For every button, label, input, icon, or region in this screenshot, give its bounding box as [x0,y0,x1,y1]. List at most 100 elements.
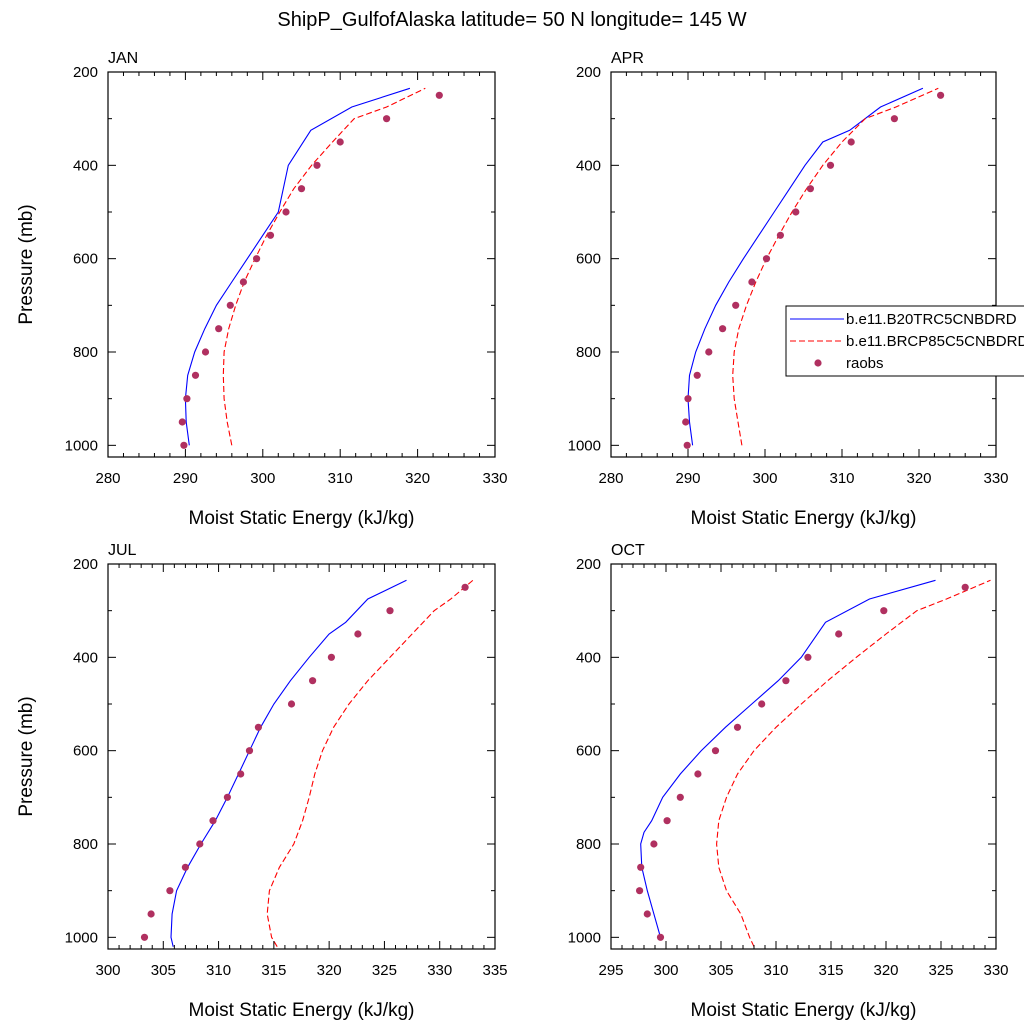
raobs-point [758,700,766,708]
raobs-point [266,231,275,239]
raobs-point [181,863,189,871]
y-tick-label: 800 [576,836,601,853]
x-axis-title: Moist Static Energy (kJ/kg) [691,1000,917,1021]
plot-area [682,87,945,449]
plot-frame [107,71,496,458]
x-tick-label: 300 [752,470,777,487]
raobs-point [656,933,665,941]
y-tick-label: 1000 [568,437,601,454]
y-tick-label: 400 [73,649,98,666]
raobs-point [147,910,155,918]
raobs-point [287,700,296,708]
x-tick-label: 295 [598,962,623,979]
x-tick-label: 325 [928,962,953,979]
series-line-b-e11-brcp85c5cnbdrd [266,579,474,947]
raobs-point [835,630,843,638]
x-tick-label: 310 [328,470,353,487]
plot-area [636,579,991,947]
raobs-point [693,371,701,379]
panel-title: JUL [108,542,137,559]
raobs-point [313,161,321,169]
y-tick-label: 800 [576,344,601,361]
raobs-point [937,91,945,99]
panel-title: JAN [108,50,138,67]
raobs-point [650,840,658,848]
raobs-point [282,208,290,216]
raobs-point [636,887,644,895]
raobs-point [201,348,210,356]
y-tick-label: 600 [73,743,98,760]
x-tick-label: 310 [206,962,231,979]
x-tick-label: 315 [818,962,843,979]
legend-label: b.e11.BRCP85C5CNBDRD [846,333,1024,350]
raobs-point [719,325,727,333]
legend: b.e11.B20TRC5CNBDRD b.e11.BRCP85C5CNBDRD r… [785,305,1024,377]
raobs-point [663,817,671,825]
raobs-point [254,723,262,731]
plot-area [140,579,474,947]
raobs-point [804,653,812,661]
raobs-point [711,747,720,755]
y-tick-label: 1000 [65,437,98,454]
y-tick-label: 200 [576,64,601,81]
raobs-point [676,793,684,801]
x-tick-label: 325 [372,962,397,979]
x-tick-label: 280 [598,470,623,487]
y-tick-label: 600 [576,251,601,268]
x-tick-label: 320 [906,470,931,487]
y-tick-label: 600 [73,251,98,268]
y-tick-label: 200 [73,64,98,81]
raobs-point [180,441,188,449]
series-line-b-e11-brcp85c5cnbdrd [732,87,939,446]
x-tick-label: 300 [653,962,678,979]
series-line-b-e11-brcp85c5cnbdrd [716,579,991,947]
x-tick-label: 310 [829,470,854,487]
series-line-b-e11-b20trc5cnbdrd [687,87,924,446]
series-line-b-e11-brcp85c5cnbdrd [222,87,426,446]
panel-apr: 200 400 600 800 1000 280 290 300 310 320 330 APR Moi… [568,50,1009,529]
raobs-point [354,630,362,638]
y-tick-label: 800 [73,836,98,853]
x-tick-label: 330 [482,470,507,487]
raobs-point [166,887,174,895]
panel-title: OCT [611,542,645,559]
x-tick-label: 310 [763,962,788,979]
legend-marker-raobs [814,359,822,367]
y-tick-label: 200 [576,556,601,573]
raobs-point [461,583,469,591]
raobs-point [961,583,969,591]
raobs-point [792,208,800,216]
x-tick-label: 305 [708,962,733,979]
x-tick-label: 290 [173,470,198,487]
legend-label: b.e11.B20TRC5CNBDRD [846,311,1017,328]
x-axis-title: Moist Static Energy (kJ/kg) [189,1000,415,1021]
raobs-point [140,933,149,941]
raobs-point [215,325,223,333]
raobs-point [383,115,391,123]
panels: 200 400 600 800 1000 280 290 300 310 320 330 JAN Moi… [16,50,1009,1021]
legend-label: raobs [846,355,884,372]
raobs-point [682,418,690,426]
x-tick-label: 305 [151,962,176,979]
series-line-b-e11-b20trc5cnbdrd [640,579,936,938]
raobs-point [253,255,261,263]
x-tick-label: 320 [317,962,342,979]
raobs-point [297,185,306,193]
raobs-point [826,161,835,169]
raobs-point [191,371,200,379]
raobs-point [880,607,888,615]
panel-jul: 200 400 600 800 1000 300 305 310 315 320 325 330 335… [16,542,508,1021]
y-tick-label: 400 [576,649,601,666]
x-tick-label: 335 [482,962,507,979]
raobs-point [226,301,234,309]
x-tick-label: 280 [95,470,120,487]
raobs-point [684,395,692,403]
raobs-point [683,441,691,449]
raobs-point [309,677,317,685]
plot-area [178,87,443,449]
series-line-b-e11-b20trc5cnbdrd [170,579,407,947]
raobs-point [237,770,245,778]
raobs-point [705,348,713,356]
x-axis-title: Moist Static Energy (kJ/kg) [691,508,917,529]
x-tick-label: 320 [873,962,898,979]
